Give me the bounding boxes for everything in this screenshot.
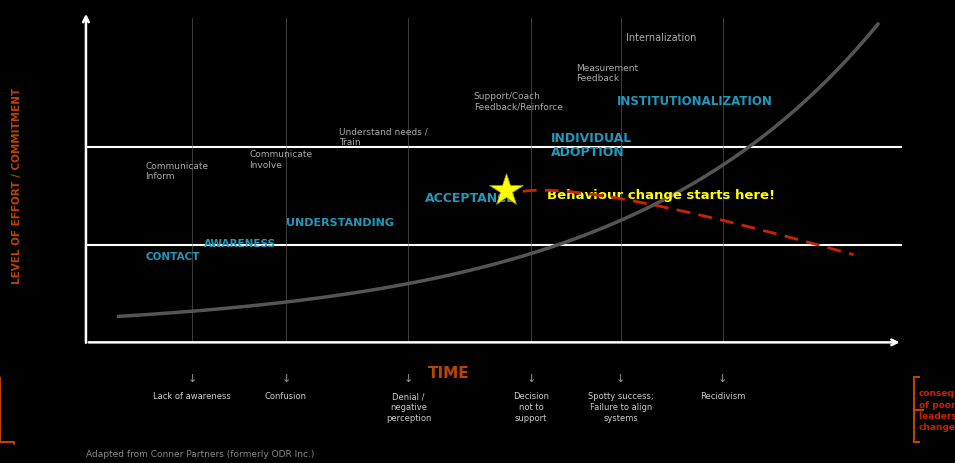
Text: Communicate
Involve: Communicate Involve (249, 150, 312, 169)
Text: Spotty success;
Failure to align
systems: Spotty success; Failure to align systems (588, 391, 653, 422)
Text: Behaviour change starts here!: Behaviour change starts here! (547, 188, 775, 202)
Text: Confusion: Confusion (265, 391, 307, 400)
Text: INSTITUTIONALIZATION: INSTITUTIONALIZATION (617, 94, 773, 108)
Text: ↓: ↓ (282, 373, 290, 383)
Text: ACCEPTANCE: ACCEPTANCE (425, 192, 516, 205)
Text: ↓: ↓ (718, 373, 728, 383)
Text: INDIVIDUAL
ADOPTION: INDIVIDUAL ADOPTION (551, 131, 632, 158)
Text: AWARENESS: AWARENESS (204, 239, 276, 249)
Text: ↓: ↓ (616, 373, 626, 383)
Text: Internalization: Internalization (626, 33, 697, 43)
Text: ↓: ↓ (404, 373, 414, 383)
Text: Understand needs /
Train: Understand needs / Train (339, 127, 428, 146)
Text: Lack of awareness: Lack of awareness (153, 391, 231, 400)
Text: LEVEL OF EFFORT / COMMITMENT: LEVEL OF EFFORT / COMMITMENT (12, 88, 22, 283)
Text: Support/Coach
Feedback/Reinforce: Support/Coach Feedback/Reinforce (474, 92, 562, 111)
Text: Denial /
negative
perception: Denial / negative perception (386, 391, 431, 422)
Text: Recidivism: Recidivism (700, 391, 746, 400)
Text: ↓: ↓ (526, 373, 536, 383)
Text: consequences
of poor
leadership of
change: consequences of poor leadership of chang… (919, 388, 955, 431)
Text: Measurement
Feedback: Measurement Feedback (576, 64, 638, 83)
Text: UNDERSTANDING: UNDERSTANDING (286, 218, 394, 228)
Text: CONTACT: CONTACT (145, 252, 200, 262)
Text: ↓: ↓ (187, 373, 197, 383)
Text: Communicate
Inform: Communicate Inform (145, 161, 209, 181)
Text: Adapted from Conner Partners (formerly ODR Inc.): Adapted from Conner Partners (formerly O… (86, 450, 314, 458)
Text: Decision
not to
support: Decision not to support (513, 391, 549, 422)
Text: TIME: TIME (428, 365, 470, 380)
